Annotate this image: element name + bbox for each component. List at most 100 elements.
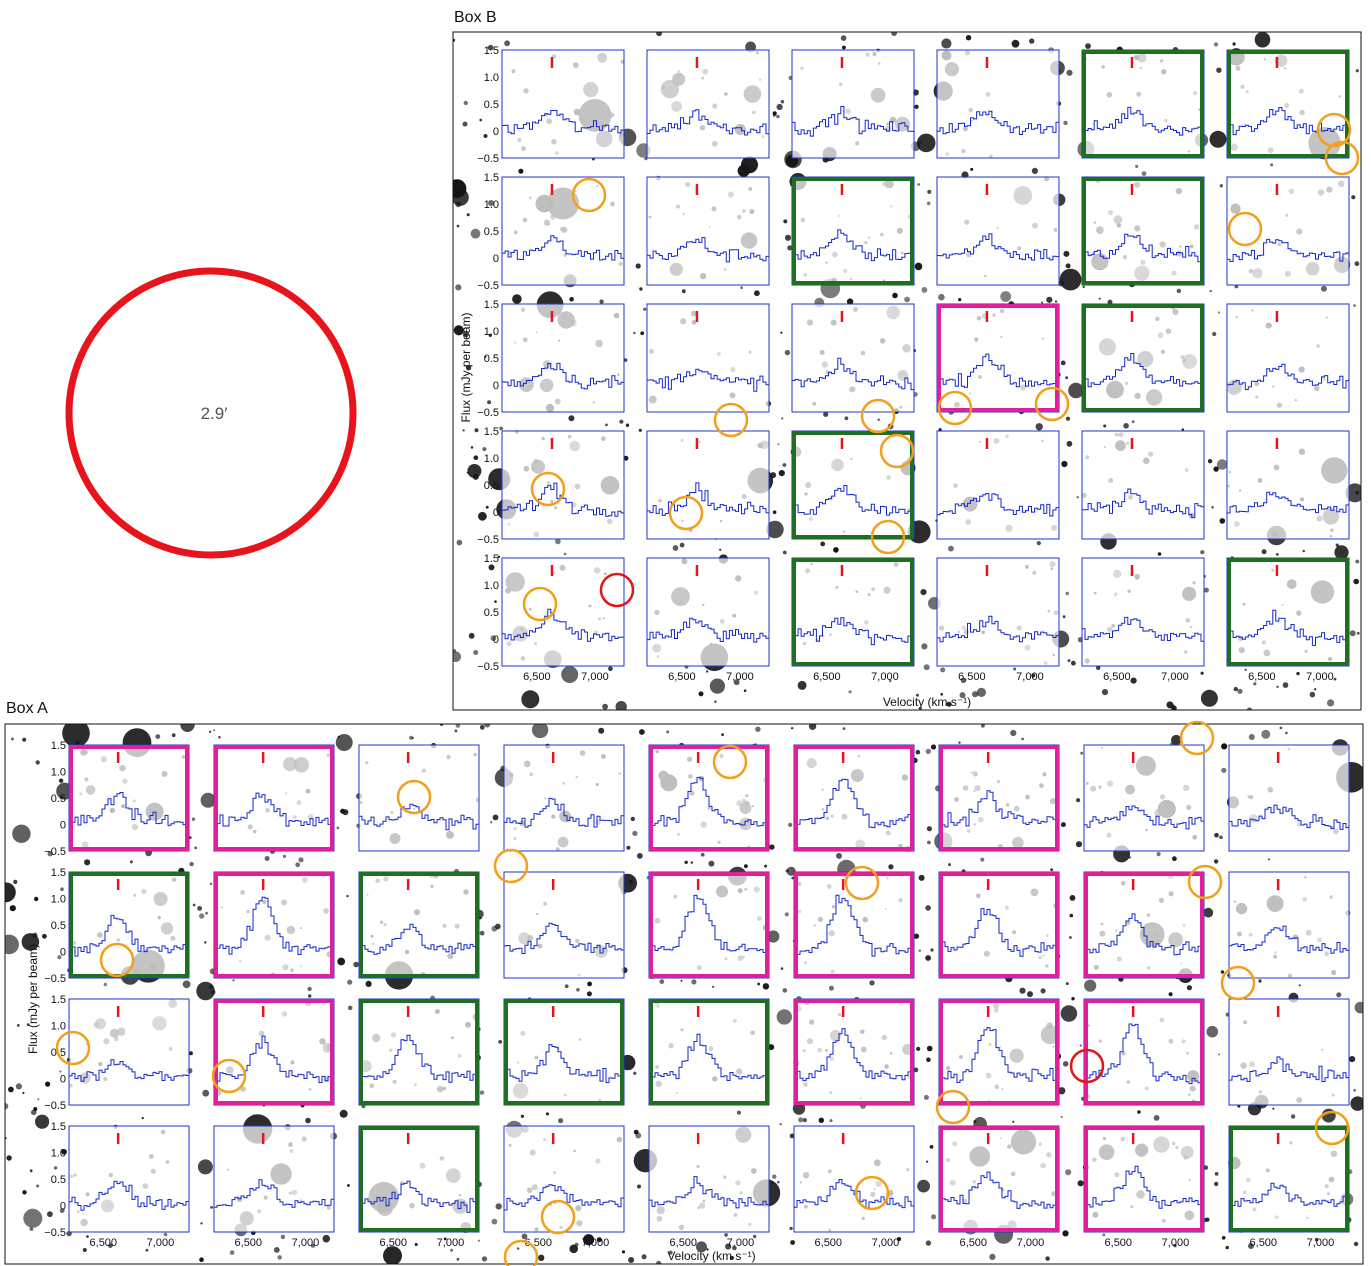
spectrum-panel <box>938 871 1060 979</box>
star <box>782 988 788 993</box>
spectrum-line <box>1084 805 1204 830</box>
star <box>637 853 643 859</box>
x-tick-label: 7,000 <box>437 1237 465 1249</box>
star <box>639 287 643 291</box>
star <box>733 679 740 686</box>
spectrum-line <box>359 1034 479 1083</box>
spectrum-panel <box>791 303 915 413</box>
green-border <box>359 1126 479 1232</box>
star <box>621 1250 626 1254</box>
star <box>776 1009 792 1025</box>
x-tick-label: 7,000 <box>1307 1237 1335 1249</box>
magenta-border <box>939 872 1059 978</box>
spectrum-line <box>1229 1056 1349 1082</box>
y-tick-label: 1.0 <box>51 767 66 779</box>
spectrum-line <box>1082 616 1204 642</box>
star <box>1354 1001 1363 1014</box>
star <box>918 706 922 710</box>
spectrum-panel <box>938 744 1060 852</box>
orange-highlight-circle <box>1227 211 1263 247</box>
star <box>752 1234 757 1239</box>
star <box>208 730 212 733</box>
star <box>904 296 910 303</box>
star <box>35 1114 50 1129</box>
star <box>583 1234 595 1246</box>
panel-background <box>646 303 770 413</box>
star <box>1135 164 1139 168</box>
star <box>780 331 783 334</box>
star <box>1075 841 1083 848</box>
star <box>1354 261 1360 267</box>
star <box>163 1232 168 1237</box>
star <box>721 733 724 736</box>
magenta-border <box>939 745 1059 851</box>
star <box>498 1040 503 1044</box>
magenta-border <box>1084 872 1204 978</box>
star <box>155 734 161 739</box>
spectrum-line <box>792 229 914 262</box>
x-tick-label: 6,500 <box>670 1237 698 1249</box>
star <box>781 417 784 420</box>
star <box>941 38 952 49</box>
star <box>921 643 928 650</box>
star <box>521 690 540 709</box>
star <box>280 1234 286 1240</box>
star <box>848 690 852 694</box>
star <box>1221 743 1228 750</box>
star <box>307 986 312 992</box>
x-tick-label: 7,000 <box>1306 671 1334 683</box>
star <box>11 737 14 741</box>
star <box>787 245 793 251</box>
spectrum-line <box>939 1027 1059 1083</box>
star <box>84 859 91 866</box>
star <box>47 851 53 857</box>
star <box>638 428 642 432</box>
panel-background <box>501 557 625 667</box>
y-tick-label: −0.5 <box>44 1100 66 1112</box>
star <box>569 297 574 302</box>
spectrum-line <box>214 1179 334 1208</box>
star <box>470 228 481 239</box>
star <box>916 1046 921 1051</box>
panel-background <box>646 430 770 540</box>
star <box>57 955 62 960</box>
star <box>563 552 567 556</box>
star <box>1298 984 1301 987</box>
star <box>1254 32 1271 48</box>
star <box>192 903 196 907</box>
star <box>1060 360 1066 366</box>
star <box>976 687 987 698</box>
star <box>1279 726 1283 730</box>
spectrum-line <box>647 482 769 516</box>
spectrum-panel: 6,500 7,000 <box>646 557 770 683</box>
star <box>47 1211 53 1218</box>
x-tick-label: 6,500 <box>1103 671 1131 683</box>
star <box>229 1250 235 1255</box>
star <box>490 821 493 824</box>
spectrum-line <box>504 797 624 828</box>
spectrum-line <box>214 1035 334 1084</box>
star <box>891 32 897 36</box>
star <box>497 555 501 558</box>
star <box>877 418 880 421</box>
star <box>1353 578 1359 585</box>
spectrum-panel: 1.5 1.0 0.5 0 −0.5 <box>477 45 625 165</box>
star <box>1314 688 1317 691</box>
star <box>1272 1107 1275 1110</box>
star <box>347 979 353 985</box>
star <box>1309 691 1316 698</box>
green-border <box>649 999 769 1105</box>
star <box>1335 543 1340 547</box>
star <box>171 733 176 738</box>
star <box>1282 682 1289 688</box>
star <box>1084 979 1097 992</box>
star <box>757 982 760 986</box>
x-tick-label: 7,000 <box>726 671 754 683</box>
star <box>930 948 934 952</box>
panel-background <box>1228 1125 1350 1233</box>
spectrum-panel <box>358 744 480 852</box>
star <box>846 298 854 305</box>
star <box>1153 1115 1160 1121</box>
spectrum-panel <box>1228 744 1350 852</box>
star <box>454 729 458 733</box>
